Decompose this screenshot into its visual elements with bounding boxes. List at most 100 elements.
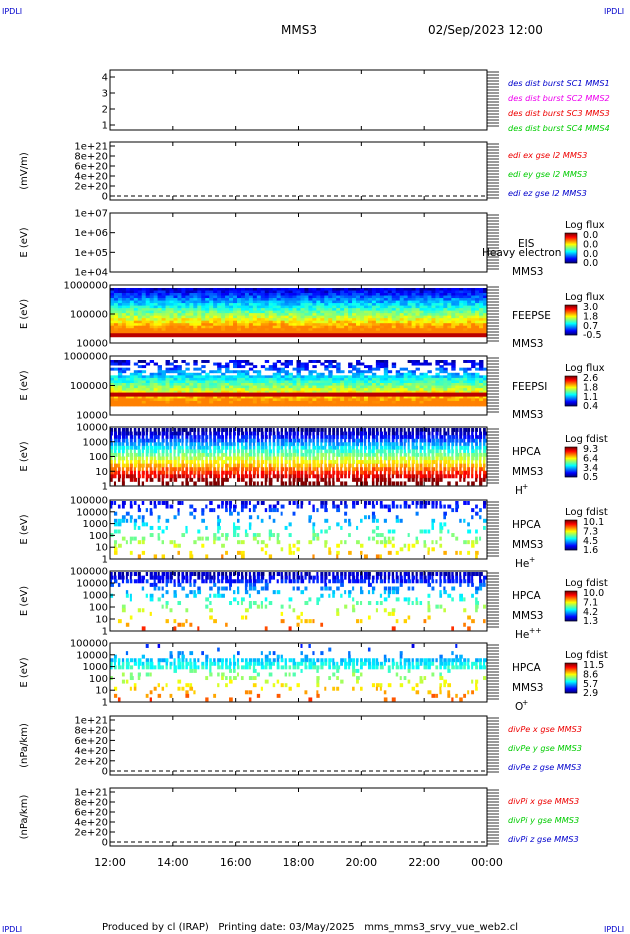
spec-cell xyxy=(221,449,224,454)
spec-cell xyxy=(173,477,178,482)
spec-cell xyxy=(272,320,278,324)
spec-cell xyxy=(328,398,333,402)
spec-cell xyxy=(133,300,139,304)
spec-cell xyxy=(141,318,147,322)
spec-cell xyxy=(483,452,487,457)
spec-cell xyxy=(423,320,428,324)
spec-cell xyxy=(233,395,238,399)
spec-cell xyxy=(455,290,460,294)
spec-cell xyxy=(240,428,244,432)
spec-cell xyxy=(189,320,194,324)
spec-cell xyxy=(419,388,424,392)
spec-cell xyxy=(395,428,399,432)
spec-cell xyxy=(471,303,476,306)
spec-cell xyxy=(197,330,202,334)
spec-cell xyxy=(479,456,482,461)
spec-cell xyxy=(467,328,472,332)
spec-cell xyxy=(371,474,376,479)
spec-cell xyxy=(189,470,193,475)
spec-cell xyxy=(252,481,256,486)
spec-cell xyxy=(221,313,226,317)
spec-cell xyxy=(264,293,270,296)
spec-cell xyxy=(288,328,293,332)
spec-cell xyxy=(157,398,162,402)
spec-cell xyxy=(165,470,169,475)
spec-cell xyxy=(399,320,405,324)
spec-cell xyxy=(185,315,190,319)
spec-cell xyxy=(149,313,155,317)
spec-cell xyxy=(363,310,369,314)
spec-cell xyxy=(161,288,166,291)
spec-cell xyxy=(479,290,484,294)
spec-cell xyxy=(391,313,397,317)
spec-cell xyxy=(189,438,193,443)
spec-cell xyxy=(229,325,234,329)
spec-cell xyxy=(288,467,293,472)
spec-cell xyxy=(363,313,369,317)
spec-cell xyxy=(165,293,170,296)
spec-cell xyxy=(173,298,178,301)
colorscale-step xyxy=(565,451,577,453)
spec-cell xyxy=(193,431,196,436)
spec-cell xyxy=(288,362,293,366)
spec-cell xyxy=(280,367,286,371)
spec-cell xyxy=(308,290,313,294)
spec-cell xyxy=(161,481,165,486)
spec-cell xyxy=(256,383,262,386)
spec-cell xyxy=(177,318,182,322)
spec-cell xyxy=(244,467,249,472)
spec-cell xyxy=(268,295,274,299)
spec-cell xyxy=(153,323,159,327)
spec-cell xyxy=(181,435,184,440)
spec-cell xyxy=(344,395,349,399)
spec-cell xyxy=(173,456,177,461)
spec-cell xyxy=(475,377,480,381)
spec-cell xyxy=(447,310,452,314)
spec-cell xyxy=(379,308,385,312)
spec-cell xyxy=(475,435,479,440)
spec-cell xyxy=(439,445,444,450)
spec-cell xyxy=(395,370,401,374)
spec-cell xyxy=(157,385,162,389)
spec-cell xyxy=(121,403,127,407)
spec-cell xyxy=(320,442,323,447)
spec-cell xyxy=(133,370,139,374)
spec-cell xyxy=(419,442,422,447)
spec-cell xyxy=(435,315,440,319)
spec-cell xyxy=(296,328,301,332)
spec-cell xyxy=(320,460,324,465)
spec-cell xyxy=(352,315,357,319)
spec-cell xyxy=(280,328,286,332)
colorscale-bar xyxy=(564,375,578,407)
spec-cell xyxy=(471,383,476,386)
spec-cell xyxy=(276,445,281,450)
colorscale-step xyxy=(565,328,577,330)
spec-cell xyxy=(193,308,198,312)
spec-cell xyxy=(308,400,313,404)
spec-cell xyxy=(312,295,317,299)
spec-cell xyxy=(300,390,305,394)
spec-cell xyxy=(455,470,460,475)
spec-cell xyxy=(229,398,234,402)
spec-cell xyxy=(189,330,194,334)
spec-cell xyxy=(110,383,115,386)
colorscale-step xyxy=(565,394,577,396)
spec-cell xyxy=(236,467,240,472)
spec-cell xyxy=(133,438,137,443)
spec-cell xyxy=(443,467,447,472)
spec-cell xyxy=(292,460,296,465)
spec-cell xyxy=(213,463,216,468)
spec-cell xyxy=(316,380,321,384)
spec-cell xyxy=(455,305,460,309)
spec-cell xyxy=(213,308,218,312)
y-tick-label: 1e+05 xyxy=(74,248,108,259)
spec-cell xyxy=(316,290,321,294)
spec-cell xyxy=(296,388,301,392)
spec-cell xyxy=(439,403,444,407)
spec-cell xyxy=(447,400,452,404)
spec-cell xyxy=(463,318,468,322)
spec-cell xyxy=(375,431,379,436)
spec-cell xyxy=(320,452,324,457)
spec-cell xyxy=(399,481,403,486)
spec-cell xyxy=(435,428,439,432)
